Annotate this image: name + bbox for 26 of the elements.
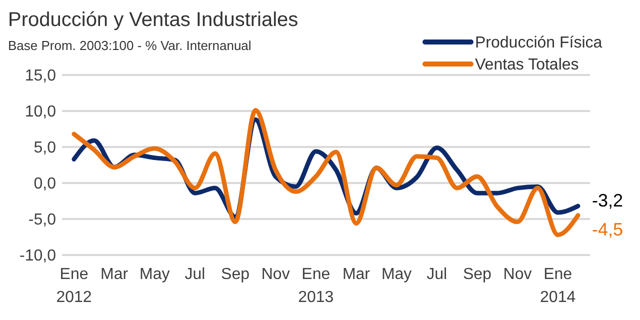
x-tick-label: Jul bbox=[426, 266, 448, 283]
x-tick-label: May bbox=[381, 266, 412, 283]
y-tick-label: 10,0 bbox=[24, 104, 56, 121]
x-tick-label: Ene 2014 bbox=[540, 266, 576, 306]
chart-title: Producción y Ventas Industriales bbox=[8, 9, 298, 31]
x-tick-label: Ene 2012 bbox=[56, 266, 92, 306]
legend-label: Ventas Totales bbox=[475, 56, 579, 74]
legend-label: Producción Física bbox=[475, 34, 602, 52]
x-tick-label: Ene 2013 bbox=[298, 266, 334, 306]
x-tick-label: Nov bbox=[503, 266, 532, 283]
x-tick-label: Sep bbox=[462, 266, 492, 283]
data-label: -4,5 bbox=[592, 220, 624, 240]
x-tick-label: Sep bbox=[221, 266, 250, 283]
y-tick-label: -10,0 bbox=[20, 248, 56, 265]
x-tick-label: Mar bbox=[342, 266, 371, 283]
chart-subtitle: Base Prom. 2003:100 - % Var. Internanual bbox=[8, 38, 252, 53]
x-tick-label: Nov bbox=[261, 266, 290, 283]
x-tick-label: Jul bbox=[184, 266, 206, 283]
x-tick-label: May bbox=[140, 266, 170, 283]
y-tick-label: 5,0 bbox=[34, 140, 56, 157]
line-series bbox=[72, 108, 580, 238]
y-tick-label: 15,0 bbox=[24, 68, 56, 85]
data-label: -3,2 bbox=[592, 190, 624, 210]
y-tick-label: -5,0 bbox=[28, 212, 56, 229]
y-tick-label: 0,0 bbox=[34, 176, 56, 193]
x-tick-label: Mar bbox=[100, 266, 129, 283]
